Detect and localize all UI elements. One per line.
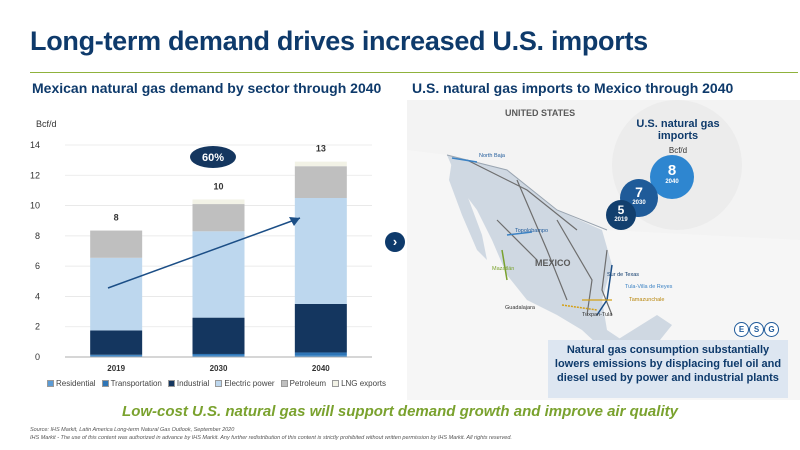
bar-segment xyxy=(294,355,347,357)
legend-item: LNG exports xyxy=(332,379,386,388)
pipeline-north-baja xyxy=(451,157,478,163)
bar-segment xyxy=(192,231,245,318)
left-subtitle: Mexican natural gas demand by sector thr… xyxy=(32,80,382,96)
growth-badge-bg xyxy=(190,146,236,168)
mexico-landmass xyxy=(447,155,637,365)
x-tick-label: 2019 xyxy=(107,364,125,373)
x-tick-label: 2040 xyxy=(312,364,330,373)
bubble-2040: 8 2040 xyxy=(650,155,694,199)
y-tick-label: 14 xyxy=(30,140,40,150)
bubble-2019-year: 2019 xyxy=(614,217,628,223)
bar-segment xyxy=(90,355,143,357)
esg-e-icon: E xyxy=(734,322,749,337)
label-topolobampo: Topolobampo xyxy=(515,228,549,234)
label-guadalajara: Guadalajara xyxy=(505,305,535,311)
label-mexico: MEXICO xyxy=(535,258,571,268)
legend-label: LNG exports xyxy=(341,379,386,388)
chart-legend: Residential Transportation Industrial Elect… xyxy=(47,379,386,388)
y-axis-label: Bcf/d xyxy=(36,119,57,129)
bar-segment xyxy=(90,257,143,331)
demand-bar-chart: Bcf/d 0 2 4 6 8 10 12 14 8 2019 10 2030 13 2040 60% xyxy=(30,119,372,373)
pipeline-network xyxy=(466,159,613,316)
y-tick-label: 4 xyxy=(35,291,40,301)
emissions-callout: Natural gas consumption substantially lo… xyxy=(548,340,788,398)
bubble-2019: 5 2019 xyxy=(606,200,636,230)
bubble-2040-value: 8 xyxy=(667,162,677,179)
legend-label: Industrial xyxy=(176,379,210,388)
legend-item: Transportation xyxy=(101,379,162,388)
x-tick-label: 2030 xyxy=(210,364,228,373)
bar-segment xyxy=(192,199,245,205)
imports-title-line2: imports xyxy=(657,130,699,142)
bar-total-label: 13 xyxy=(316,144,326,154)
growth-arrow-head xyxy=(289,217,300,226)
imports-unit: Bcf/d xyxy=(668,146,688,155)
imports-title-line1: U.S. natural gas xyxy=(636,118,720,130)
y-tick-label: 12 xyxy=(30,170,40,180)
legend-swatch xyxy=(101,380,109,387)
legend-item: Electric power xyxy=(215,379,275,388)
growth-arrow xyxy=(107,217,301,289)
bar-total-label: 10 xyxy=(213,182,223,192)
label-mazatlan: Mazatlán xyxy=(492,266,515,272)
key-takeaway: Low-cost U.S. natural gas will support d… xyxy=(122,403,678,420)
bar-segment xyxy=(192,355,245,357)
legend-label: Petroleum xyxy=(289,379,327,388)
bar-segment xyxy=(294,166,347,198)
legend-item: Residential xyxy=(47,379,96,388)
bar-segment xyxy=(192,317,245,354)
bar-segment xyxy=(90,230,143,258)
y-tick-label: 0 xyxy=(35,352,40,362)
legend-swatch xyxy=(332,380,340,387)
right-subtitle: U.S. natural gas imports to Mexico throu… xyxy=(412,80,734,96)
esg-s-icon: S xyxy=(749,322,764,337)
esg-g-icon: G xyxy=(764,322,779,337)
chevron-right-icon: › xyxy=(385,232,405,252)
title-divider xyxy=(30,72,798,73)
bar-segment xyxy=(294,352,347,356)
legend-item: Petroleum xyxy=(280,379,327,388)
y-tick-label: 10 xyxy=(30,201,40,211)
label-tamazunchale: Tamazunchale xyxy=(629,297,665,303)
bar-segment xyxy=(192,353,245,356)
bar-segment xyxy=(90,330,143,355)
bubble-2030-year: 2030 xyxy=(632,200,646,206)
legend-label: Transportation xyxy=(110,379,162,388)
label-tula-villa-de-reyes: Tula-Villa de Reyes xyxy=(625,284,673,290)
legend-swatch xyxy=(167,380,175,387)
baja-peninsula xyxy=(449,160,487,260)
bar-segment xyxy=(90,354,143,356)
imports-title: U.S. natural gas imports xyxy=(608,118,748,142)
label-sur-de-texas: Sur de Texas xyxy=(607,272,640,278)
legend-label: Electric power xyxy=(224,379,275,388)
pipeline-topolobampo xyxy=(506,231,533,236)
legend-label: Residential xyxy=(56,379,96,388)
y-tick-label: 2 xyxy=(35,322,40,332)
legend-swatch xyxy=(280,380,288,387)
y-tick-label: 8 xyxy=(35,231,40,241)
copyright-note: IHS Markit - The use of this content was… xyxy=(30,435,512,441)
border-line xyxy=(446,154,608,231)
bar-total-label: 8 xyxy=(114,213,119,223)
source-note: Source: IHS Markit, Latin America Long-t… xyxy=(30,427,235,433)
legend-item: Industrial xyxy=(167,379,210,388)
label-tuxpan-tula: Tuxpan-Tula xyxy=(582,312,613,318)
growth-badge: 60% xyxy=(202,152,224,164)
bar-segment xyxy=(294,161,347,167)
pipeline-mazatlan xyxy=(501,249,508,281)
bar-segment xyxy=(294,198,347,304)
y-tick-label: 6 xyxy=(35,261,40,271)
bubble-2030-value: 7 xyxy=(635,184,643,200)
bar-segment xyxy=(192,204,245,232)
bubble-2019-value: 5 xyxy=(617,203,625,217)
label-united-states: UNITED STATES xyxy=(505,108,576,118)
legend-swatch xyxy=(215,380,223,387)
bubble-2040-year: 2040 xyxy=(665,179,679,185)
bar-segment xyxy=(294,304,347,353)
legend-swatch xyxy=(47,380,54,387)
label-north-baja: North Baja xyxy=(479,153,505,159)
slide-title: Long-term demand drives increased U.S. i… xyxy=(30,26,648,56)
